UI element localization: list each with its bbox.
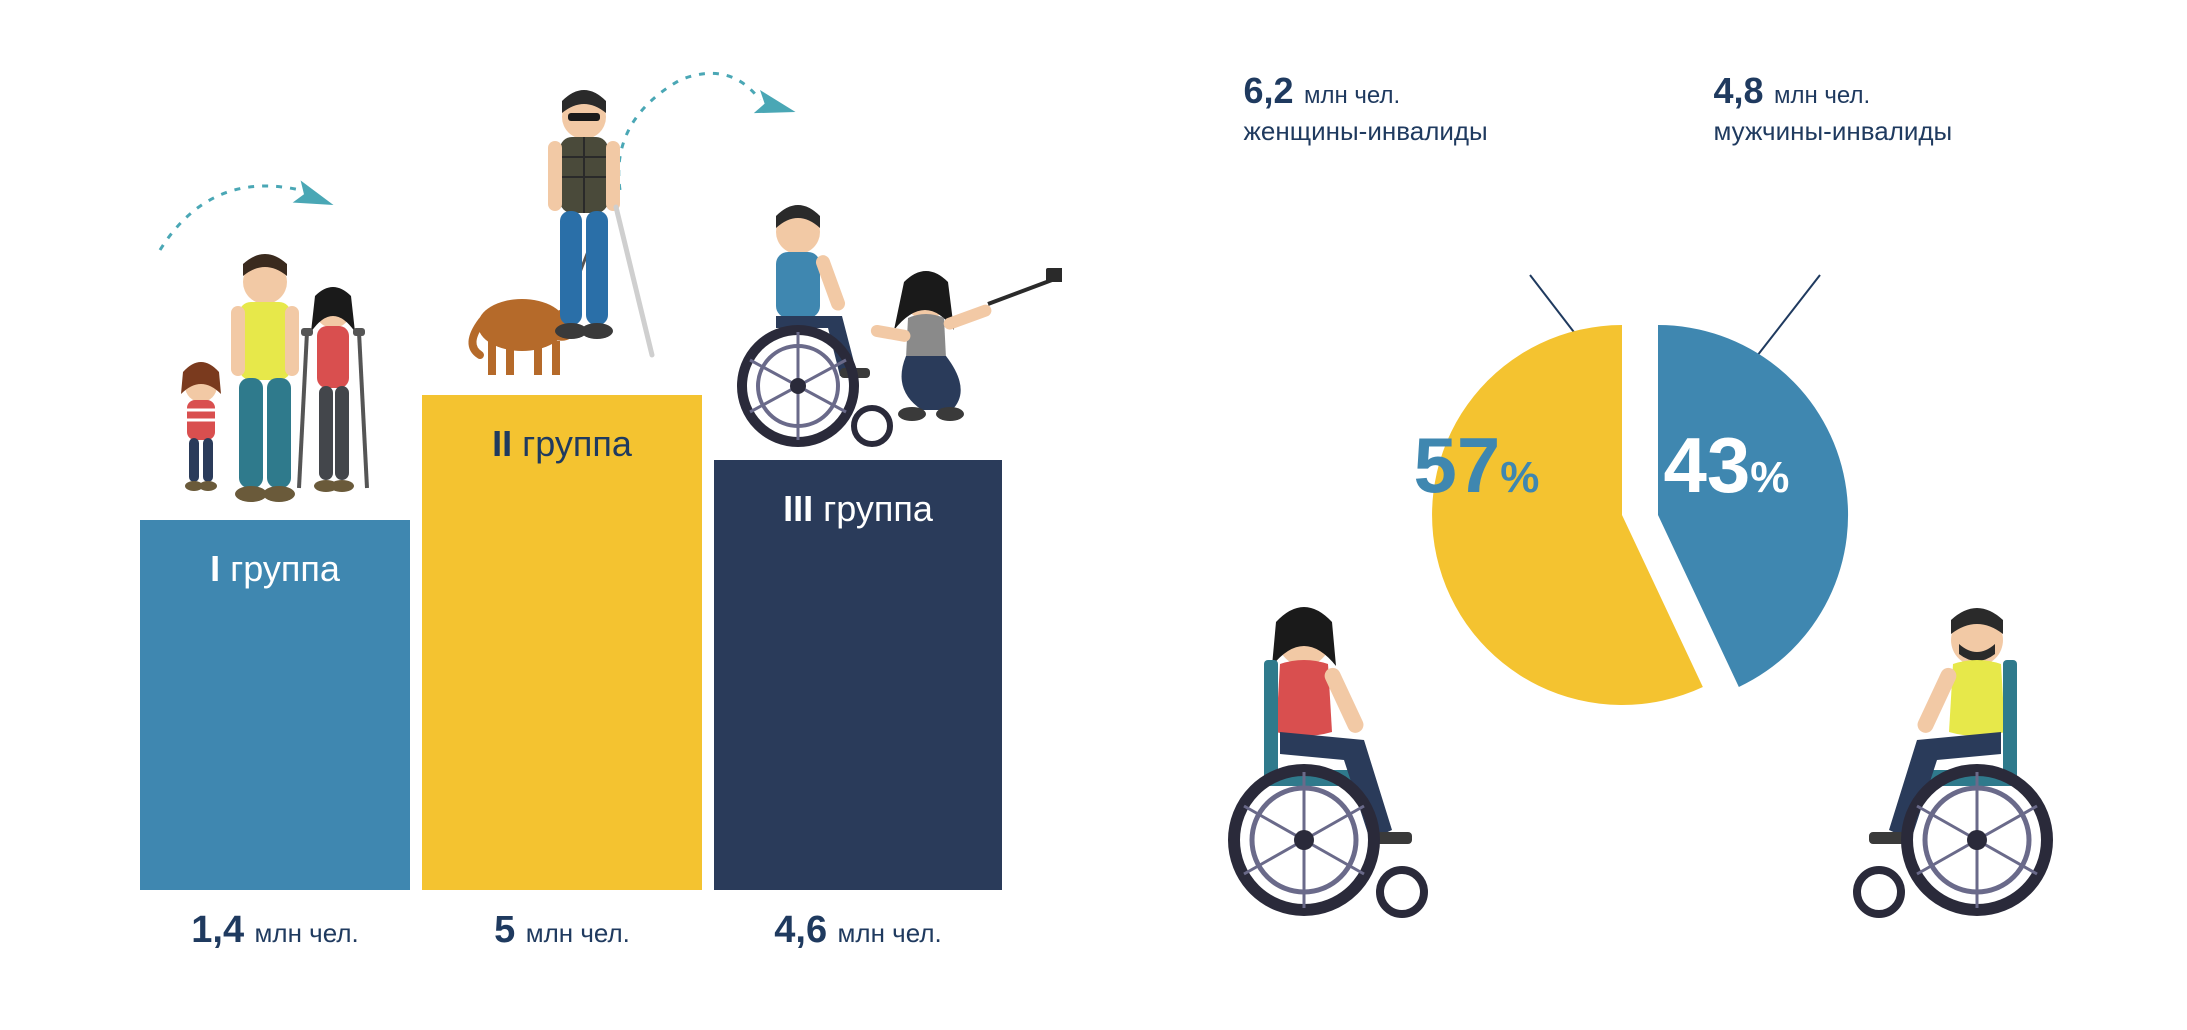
bar-group-1: I группа 1,4 млн чел.	[140, 520, 410, 890]
bar-3-value: 4,6 млн чел.	[774, 909, 941, 952]
bar2-illustration	[442, 75, 682, 395]
bars-area: I группа 1,4 млн чел.	[140, 395, 1002, 890]
pie-men-num: 4,8	[1714, 70, 1764, 111]
bar-1-roman: I	[210, 548, 220, 589]
bar-2-value: 5 млн чел.	[494, 909, 630, 952]
bar-2-unit: млн чел.	[526, 918, 630, 948]
bar-2-num: 5	[494, 909, 515, 951]
bar-1-unit: млн чел.	[255, 918, 359, 948]
pie-callout-men: 4,8 млн чел. мужчины-инвалиды	[1714, 70, 1953, 147]
pie-men-unit: млн чел.	[1774, 82, 1870, 109]
bar-1-label: I группа	[140, 548, 410, 590]
bar-1-num: 1,4	[191, 909, 244, 951]
bar-3-num: 4,6	[774, 909, 827, 951]
bar1-illustration	[145, 222, 405, 522]
bar-2-word: группа	[522, 423, 632, 464]
bar-2-roman: II	[492, 423, 512, 464]
bar-chart-panel: I группа 1,4 млн чел.	[0, 0, 1094, 1030]
bar-1-value: 1,4 млн чел.	[191, 909, 358, 952]
bar-3: III группа	[714, 460, 1002, 890]
bar-2-label: II группа	[422, 423, 702, 465]
pie-women-unit: млн чел.	[1304, 82, 1400, 109]
pie-pct-women: 57%	[1414, 420, 1540, 511]
pie-chart-panel: 6,2 млн чел. женщины-инвалиды 4,8 млн че…	[1094, 0, 2187, 1030]
bar-1: I группа	[140, 520, 410, 890]
bar-2: II группа	[422, 395, 702, 890]
pie-women-desc: женщины-инвалиды	[1244, 116, 1488, 147]
bar-3-roman: III	[783, 488, 813, 529]
percent-sign-1: %	[1500, 453, 1539, 502]
pie-pct-men: 43%	[1664, 420, 1790, 511]
bar-3-label: III группа	[714, 488, 1002, 530]
pie-women-num: 6,2	[1244, 70, 1294, 111]
pie-pct-men-num: 43	[1664, 421, 1751, 509]
pie-men-desc: мужчины-инвалиды	[1714, 116, 1953, 147]
bar-group-2: II группа 5 млн чел.	[422, 395, 702, 890]
bar-3-word: группа	[823, 488, 933, 529]
wheelchair-man	[1807, 590, 2107, 930]
pie-pct-women-num: 57	[1414, 421, 1501, 509]
percent-sign-2: %	[1750, 453, 1789, 502]
bar-3-unit: млн чел.	[838, 918, 942, 948]
bar-group-3: III группа 4,6 млн чел.	[714, 460, 1002, 890]
bar3-illustration	[722, 190, 1062, 460]
pie-callout-women: 6,2 млн чел. женщины-инвалиды	[1244, 70, 1488, 147]
bar-1-word: группа	[230, 548, 340, 589]
wheelchair-woman	[1174, 590, 1474, 930]
